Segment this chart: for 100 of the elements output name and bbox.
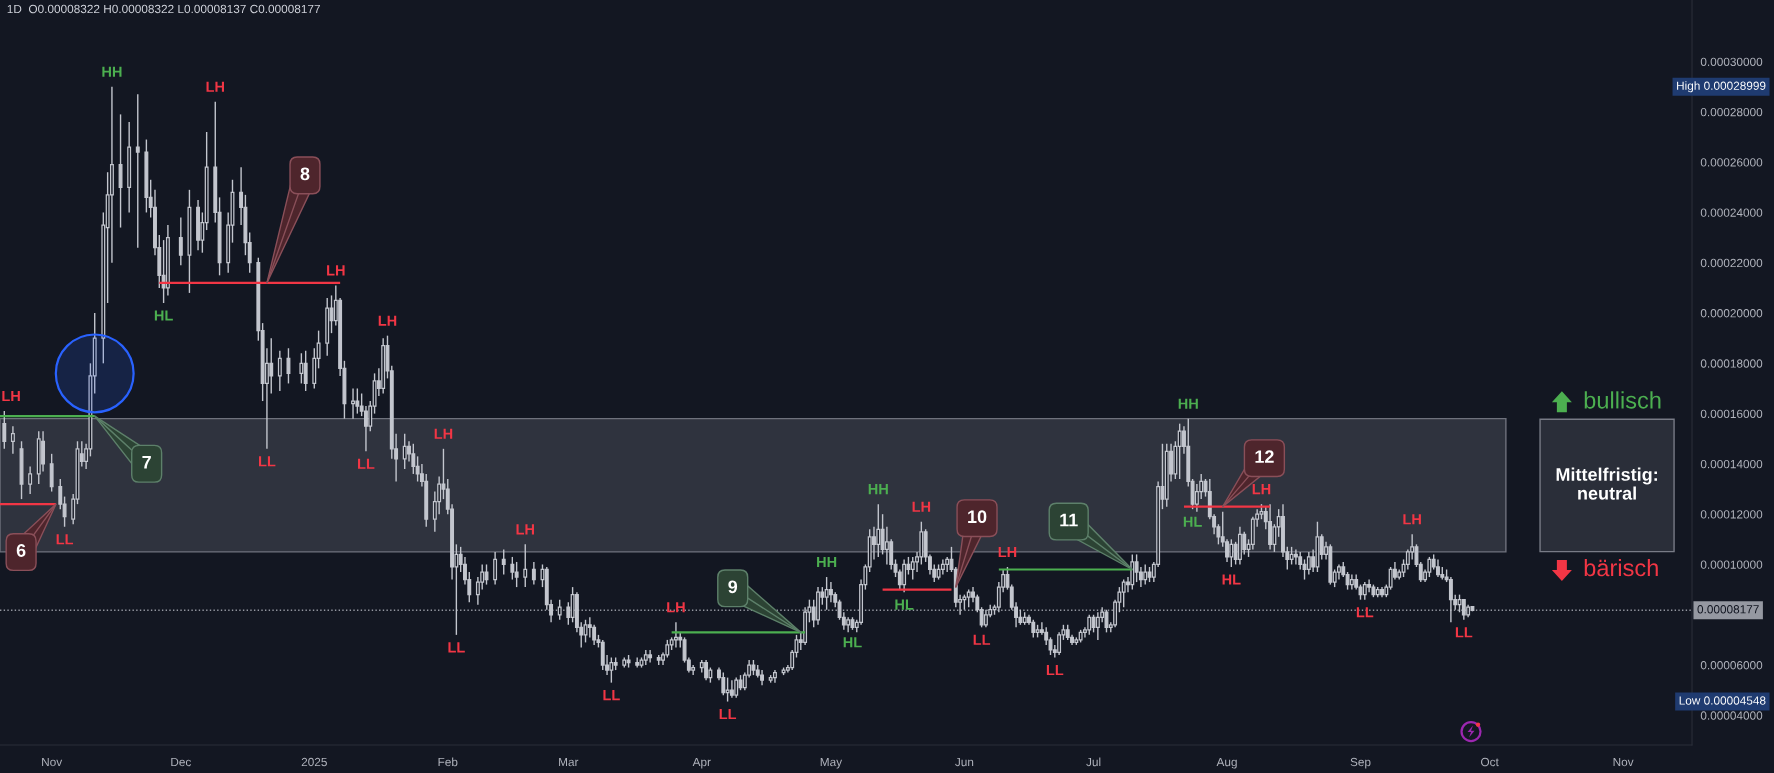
candlestick [557, 598, 562, 621]
candlestick [49, 453, 54, 493]
annotation: LL [56, 534, 74, 545]
x-tick-label: Dec [171, 757, 192, 767]
candlestick [902, 558, 907, 593]
candlestick [1448, 576, 1453, 623]
candlestick [411, 443, 416, 475]
candlestick [501, 548, 506, 576]
x-tick-label: Apr [692, 757, 711, 769]
candlestick [510, 556, 515, 581]
annotation: LL [1356, 607, 1374, 618]
candlestick [363, 405, 368, 453]
candlestick [729, 679, 734, 699]
candlestick [402, 433, 407, 470]
candlestick [1293, 548, 1298, 566]
candlestick [493, 551, 498, 586]
candlestick [721, 671, 726, 696]
candlestick [1242, 531, 1247, 556]
annotation: LL [358, 458, 375, 469]
candlestick [514, 561, 519, 588]
candlestick [1143, 563, 1148, 586]
annotation: LL [448, 642, 465, 653]
candlestick [609, 656, 614, 684]
x-tick-label: Nov [42, 757, 63, 767]
annotation: HL [1222, 574, 1241, 585]
candlestick [734, 676, 739, 699]
candlestick [648, 649, 653, 664]
x-tick-label: Jun [955, 757, 974, 767]
candlestick [1306, 551, 1311, 576]
candlestick [41, 430, 46, 473]
candlestick [135, 93, 140, 249]
candlestick [1302, 558, 1307, 581]
candlestick [1130, 553, 1135, 591]
candlestick [600, 639, 605, 671]
y-tick-label: 0.00018000 [1700, 359, 1763, 368]
candlestick [897, 568, 902, 591]
y-tick-label: 0.00028000 [1700, 107, 1763, 117]
candlestick [1095, 611, 1100, 641]
y-tick-label: 0.00020000 [1700, 309, 1763, 318]
candlestick [269, 337, 274, 395]
y-tick-label: 0.00012000 [1700, 510, 1763, 519]
candlestick [725, 676, 730, 703]
annotation: bullisch [1584, 391, 1661, 409]
candlestick [1177, 422, 1182, 480]
x-tick-label: Sep [1350, 757, 1371, 769]
annotation: 12 [1255, 450, 1274, 463]
y-tick-label: 0.00030000 [1700, 57, 1763, 66]
annotation: HH [102, 66, 122, 77]
annotation: 7 [142, 456, 151, 469]
annotation: LL [1455, 627, 1473, 638]
x-tick-label: Jul [1086, 757, 1101, 767]
annotation: LL [719, 709, 737, 720]
y-tick-label: 0.00010000 [1700, 560, 1763, 569]
annotation: LL [603, 690, 620, 701]
annotation: LL [1046, 664, 1064, 676]
candlestick [28, 465, 33, 495]
candlestick [351, 387, 355, 420]
candlestick [1367, 578, 1372, 593]
candlestick [940, 558, 945, 576]
candlestick [523, 543, 528, 588]
annotation: LH [998, 546, 1017, 558]
x-tick-label: Nov [1613, 757, 1634, 767]
annotation: Mittelfristig: neutral [1556, 467, 1657, 500]
candlestick [884, 526, 889, 566]
candlestick [1388, 566, 1393, 591]
annotation: HL [1183, 516, 1202, 527]
chart-title: 1D O0.00008322 H0.00008322 L0.00008137 C0.00008177 [7, 4, 320, 14]
candlestick [704, 659, 709, 681]
candlestick [1427, 556, 1432, 578]
candlestick [1461, 598, 1466, 621]
candlestick [178, 216, 183, 266]
x-tick-label: Oct [1481, 757, 1499, 767]
candlestick [1057, 631, 1062, 656]
y-tick-label: 0.00006000 [1700, 661, 1763, 670]
candlestick [286, 347, 291, 385]
annotation: 11 [1060, 513, 1078, 527]
candlestick [2, 410, 7, 450]
candlestick [1104, 609, 1109, 634]
annotation: HL [895, 599, 914, 610]
annotation: LH [1252, 484, 1271, 495]
x-tick-label: May [820, 757, 843, 769]
x-tick-label: 2025 [301, 757, 327, 767]
annotation: HH [868, 484, 888, 495]
ref-line-label: 0.00008177 [1697, 605, 1759, 614]
candlestick [118, 113, 123, 229]
annotation: LH [206, 81, 225, 92]
annotation: 9 [728, 580, 738, 594]
annotation: LH [516, 524, 534, 535]
annotation: LH [667, 602, 685, 613]
candlestick [277, 350, 282, 392]
candlestick [355, 387, 360, 415]
x-tick-label: Feb [438, 757, 458, 767]
candlestick [583, 619, 588, 644]
annotation: HL [843, 637, 862, 648]
annotation: High 0.00028999 [1677, 81, 1766, 93]
x-tick-label: Aug [1216, 757, 1237, 769]
candlestick [407, 440, 411, 463]
candlestick [1087, 614, 1092, 636]
y-tick-label: 0.00016000 [1700, 409, 1763, 418]
candlestick [1121, 578, 1126, 608]
